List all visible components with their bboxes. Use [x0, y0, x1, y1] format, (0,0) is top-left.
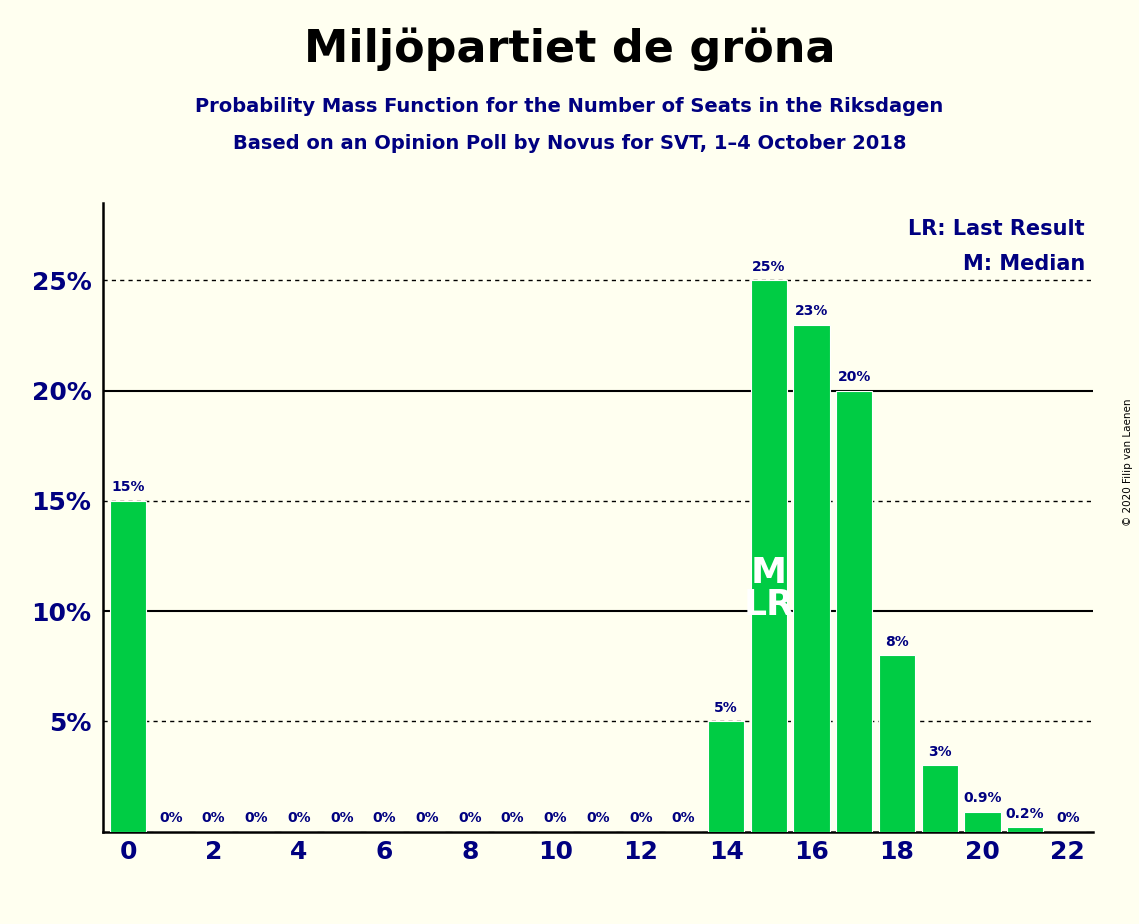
Text: 23%: 23% — [795, 304, 828, 318]
Text: 0%: 0% — [458, 811, 482, 825]
Text: 8%: 8% — [885, 635, 909, 649]
Bar — [879, 655, 915, 832]
Text: LR: Last Result: LR: Last Result — [908, 219, 1084, 238]
Bar — [708, 722, 744, 832]
Text: 25%: 25% — [752, 260, 786, 274]
Bar — [110, 501, 146, 832]
Text: 3%: 3% — [928, 745, 951, 759]
Text: 0.2%: 0.2% — [1006, 807, 1044, 821]
Bar — [751, 281, 787, 832]
Bar — [1007, 827, 1043, 832]
Text: M
LR: M LR — [744, 556, 794, 622]
Bar — [921, 765, 958, 832]
Bar — [794, 324, 829, 832]
Text: Miljöpartiet de gröna: Miljöpartiet de gröna — [304, 28, 835, 71]
Text: 0%: 0% — [416, 811, 439, 825]
Text: 0%: 0% — [543, 811, 567, 825]
Text: 0%: 0% — [202, 811, 226, 825]
Text: 0%: 0% — [501, 811, 524, 825]
Text: 0%: 0% — [672, 811, 695, 825]
Text: 0%: 0% — [629, 811, 653, 825]
Text: 0%: 0% — [1056, 811, 1080, 825]
Text: Based on an Opinion Poll by Novus for SVT, 1–4 October 2018: Based on an Opinion Poll by Novus for SV… — [232, 134, 907, 153]
Text: 15%: 15% — [112, 480, 145, 494]
Text: 20%: 20% — [837, 370, 871, 384]
Bar — [965, 812, 1000, 832]
Text: © 2020 Filip van Laenen: © 2020 Filip van Laenen — [1123, 398, 1133, 526]
Bar — [836, 391, 872, 832]
Text: 0%: 0% — [245, 811, 268, 825]
Text: 0%: 0% — [587, 811, 609, 825]
Text: 0.9%: 0.9% — [964, 791, 1001, 805]
Text: Probability Mass Function for the Number of Seats in the Riksdagen: Probability Mass Function for the Number… — [196, 97, 943, 116]
Text: M: Median: M: Median — [962, 254, 1084, 274]
Text: 0%: 0% — [159, 811, 182, 825]
Text: 0%: 0% — [372, 811, 396, 825]
Text: 0%: 0% — [287, 811, 311, 825]
Text: 5%: 5% — [714, 700, 738, 715]
Text: 0%: 0% — [330, 811, 353, 825]
